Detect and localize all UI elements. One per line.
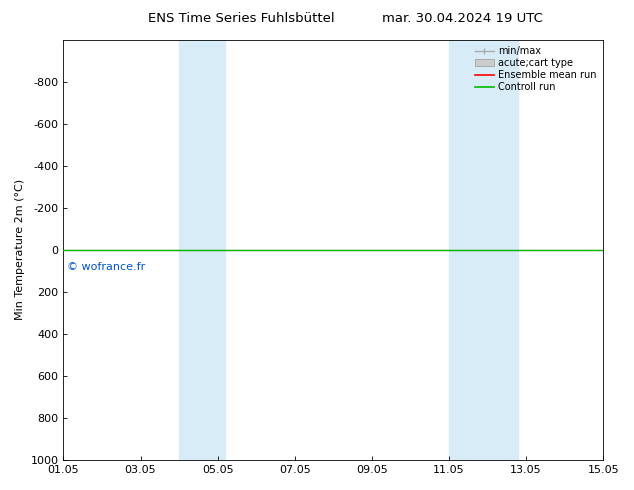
Text: ENS Time Series Fuhlsbüttel: ENS Time Series Fuhlsbüttel xyxy=(148,12,334,25)
Bar xyxy=(179,40,225,460)
Y-axis label: Min Temperature 2m (°C): Min Temperature 2m (°C) xyxy=(15,179,25,320)
Text: mar. 30.04.2024 19 UTC: mar. 30.04.2024 19 UTC xyxy=(382,12,543,25)
Bar xyxy=(449,40,519,460)
Legend: min/max, acute;cart type, Ensemble mean run, Controll run: min/max, acute;cart type, Ensemble mean … xyxy=(472,45,598,94)
Text: © wofrance.fr: © wofrance.fr xyxy=(67,263,146,272)
